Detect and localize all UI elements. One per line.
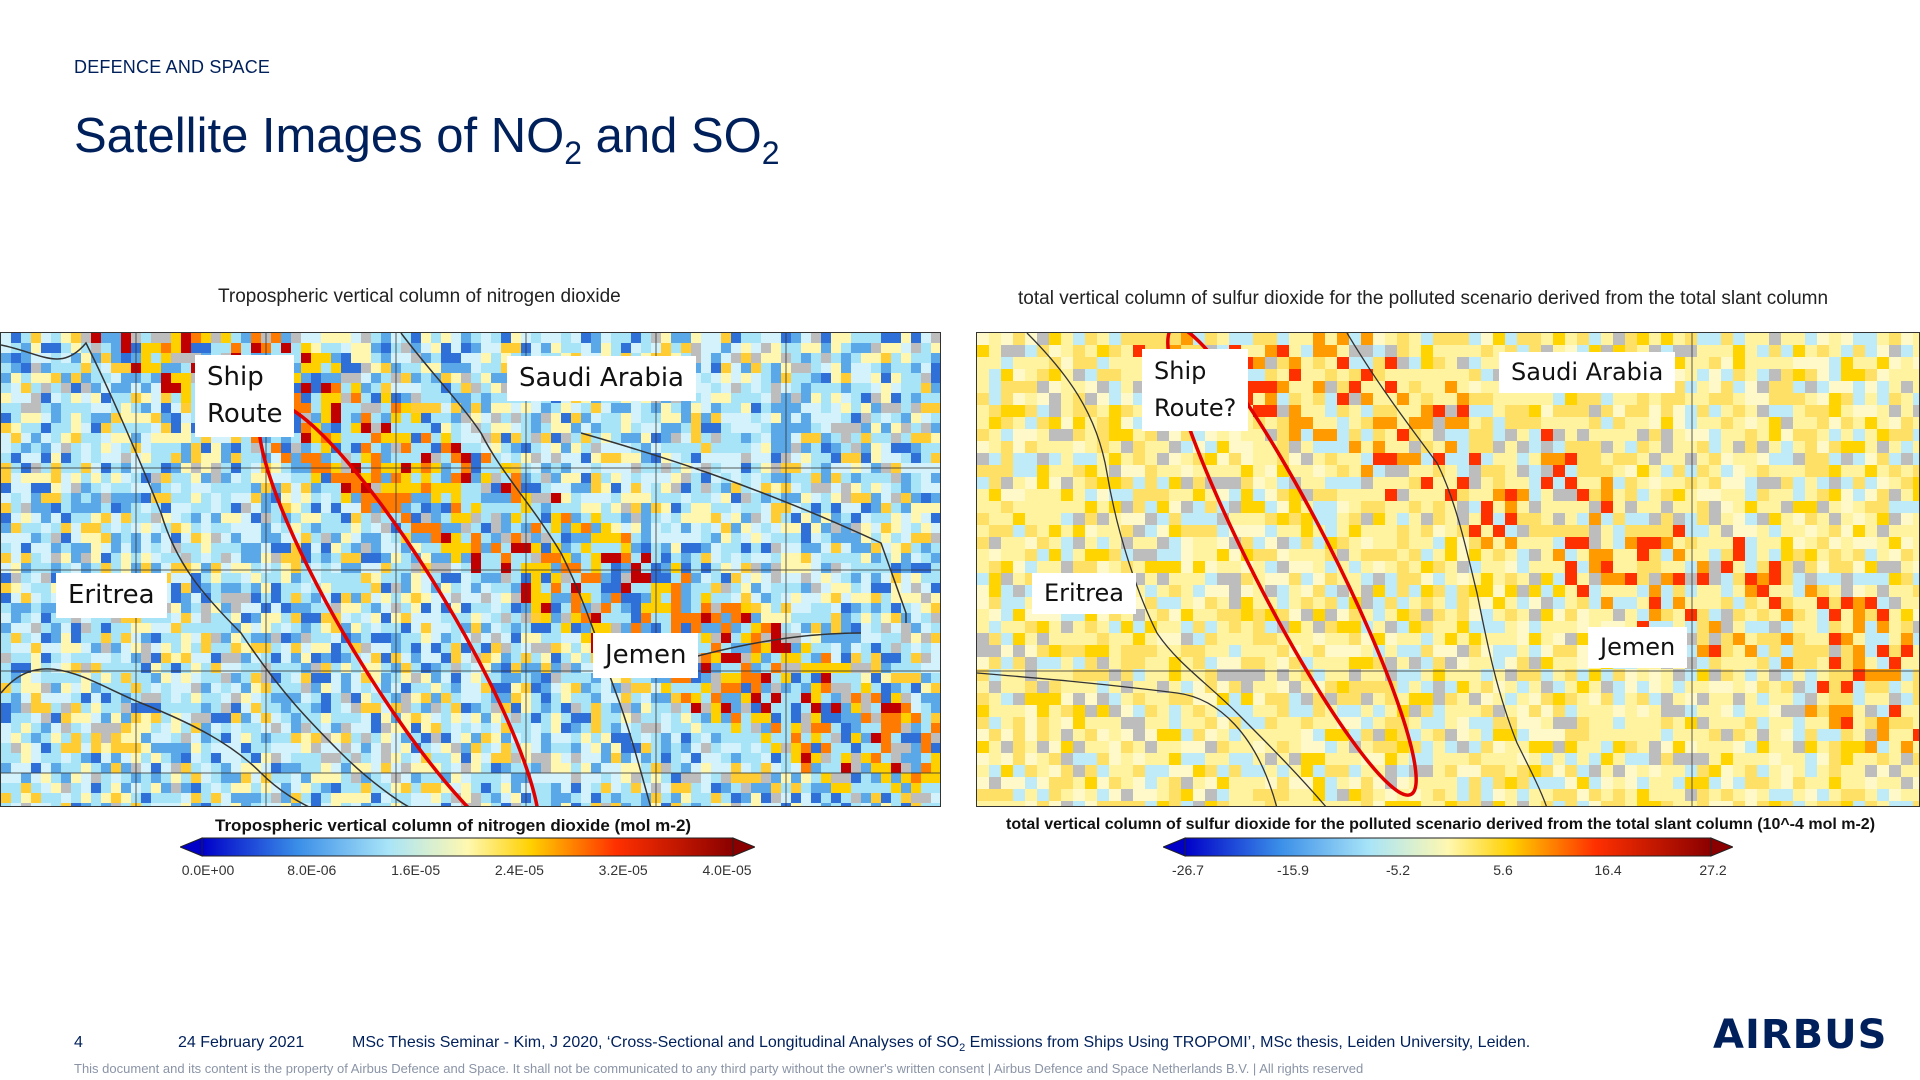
colorbar-tick-label: 4.0E-05 — [702, 862, 752, 878]
colorbar-arrow-high — [1710, 837, 1733, 857]
colorbar-tick-label: 3.2E-05 — [598, 862, 648, 878]
label-eritrea: Eritrea — [56, 573, 167, 618]
label-ship-route: Ship Route — [195, 355, 295, 437]
title-subscript-so2: 2 — [761, 135, 780, 171]
so2-map-raster — [977, 333, 1919, 806]
colorbar-arrow-low — [1163, 837, 1186, 857]
colorbar-tick-label: 5.6 — [1493, 862, 1513, 878]
colorbar-gradient — [201, 837, 734, 857]
title-middle: and SO — [582, 109, 762, 163]
reference-prefix: MSc Thesis Seminar - Kim, J 2020, ‘Cross… — [352, 1034, 960, 1051]
no2-colorbar — [180, 837, 755, 857]
colorbar-arrow-high — [732, 837, 755, 857]
colorbar-tick-label: 27.2 — [1699, 862, 1727, 878]
footer-reference: MSc Thesis Seminar - Kim, J 2020, ‘Cross… — [352, 1034, 1530, 1054]
label-saudi-arabia: Saudi Arabia — [507, 356, 696, 401]
no2-map-title: Tropospheric vertical column of nitrogen… — [218, 286, 621, 307]
title-subscript-no2: 2 — [564, 135, 583, 171]
division-label: DEFENCE AND SPACE — [74, 57, 271, 77]
colorbar-tick-label: 2.4E-05 — [494, 862, 544, 878]
colorbar-tick-label: 8.0E-06 — [287, 862, 337, 878]
footer-legal-notice: This document and its content is the pro… — [74, 1061, 1364, 1076]
label-jemen: Jemen — [593, 633, 699, 678]
so2-colorbar — [1163, 837, 1733, 857]
airbus-logo: AIRBUS — [1713, 1012, 1888, 1058]
colorbar-tick-label: -26.7 — [1172, 862, 1204, 878]
label-eritrea: Eritrea — [1032, 573, 1136, 614]
colorbar-tick-label: -5.2 — [1385, 862, 1411, 878]
footer-date: 24 February 2021 — [178, 1034, 305, 1051]
page-title: Satellite Images of NO2 and SO2 — [74, 108, 780, 172]
so2-satellite-map: Ship Route? Saudi Arabia Eritrea Jemen — [976, 332, 1920, 807]
colorbar-tick-label: 16.4 — [1594, 862, 1622, 878]
reference-suffix: Emissions from Ships Using TROPOMI’, MSc… — [965, 1034, 1531, 1051]
so2-map-title: total vertical column of sulfur dioxide … — [1018, 288, 1829, 309]
no2-colorbar-title: Tropospheric vertical column of nitrogen… — [215, 816, 692, 835]
colorbar-arrow-low — [180, 837, 203, 857]
label-saudi-arabia: Saudi Arabia — [1499, 352, 1676, 393]
no2-map-raster — [1, 333, 940, 806]
colorbar-tick-label: 0.0E+00 — [181, 862, 235, 878]
title-prefix: Satellite Images of NO — [74, 109, 565, 163]
colorbar-tick-label: 1.6E-05 — [391, 862, 441, 878]
so2-colorbar-title: total vertical column of sulfur dioxide … — [1006, 816, 1876, 833]
reference-subscript: 2 — [959, 1042, 966, 1055]
colorbar-gradient — [1184, 837, 1712, 857]
label-ship-route: Ship Route? — [1142, 349, 1249, 431]
no2-satellite-map: Ship Route Saudi Arabia Eritrea Jemen — [0, 332, 941, 807]
colorbar-tick-label: -15.9 — [1277, 862, 1309, 878]
page-number: 4 — [74, 1034, 83, 1051]
label-jemen: Jemen — [1588, 627, 1688, 668]
